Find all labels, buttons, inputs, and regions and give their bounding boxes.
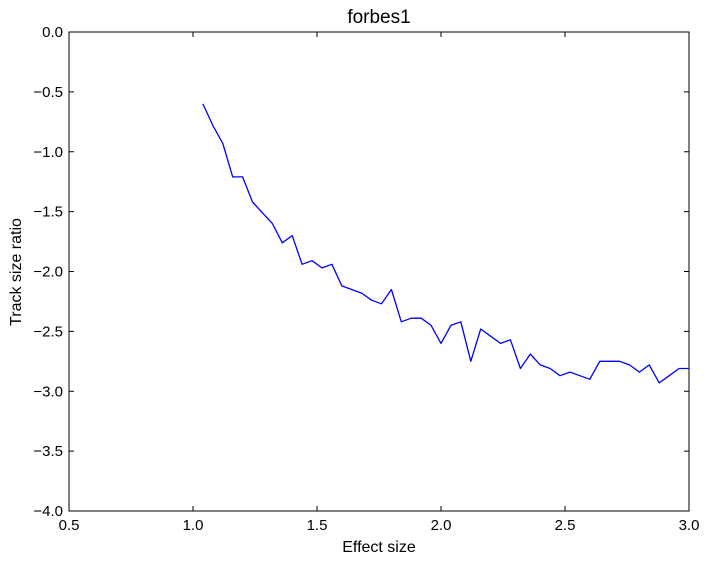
x-tick-label: 0.5 xyxy=(59,517,80,534)
y-tick-label: −4.0 xyxy=(33,503,63,520)
x-tick-label: 2.5 xyxy=(555,517,576,534)
x-tick-label: 1.5 xyxy=(307,517,328,534)
y-tick-label: −3.5 xyxy=(33,443,63,460)
x-axis-label: Effect size xyxy=(342,539,416,556)
y-axis-label: Track size ratio xyxy=(8,218,25,326)
x-tick-label: 2.0 xyxy=(431,517,452,534)
y-tick-label: −2.5 xyxy=(33,323,63,340)
y-tick-label: 0.0 xyxy=(42,24,63,41)
y-tick-label: −1.5 xyxy=(33,204,63,221)
y-tick-label: −0.5 xyxy=(33,84,63,101)
plot-area: 0.5 1.0 1.5 2.0 2.5 3.0 0.0 −0.5 −1.0 −1.5 −2.0 −2.… xyxy=(33,24,699,534)
plot-frame xyxy=(68,31,690,512)
x-tick-label: 1.0 xyxy=(183,517,204,534)
y-tick-label: −2.0 xyxy=(33,264,63,281)
x-tick-label: 3.0 xyxy=(679,517,700,534)
y-tick-label: −3.0 xyxy=(33,383,63,400)
series-line xyxy=(202,103,689,384)
y-tick-label: −1.0 xyxy=(33,144,63,161)
chart-title: forbes1 xyxy=(347,7,410,28)
